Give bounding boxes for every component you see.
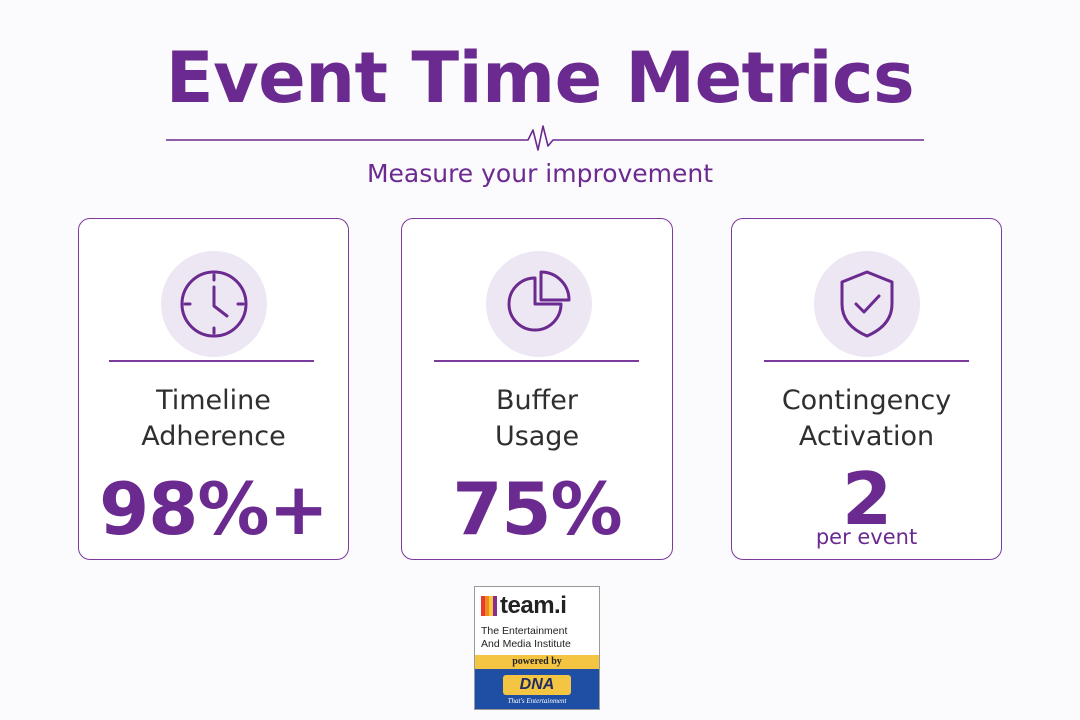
clock-icon <box>161 251 267 357</box>
logo-dna: DNA <box>503 675 571 695</box>
pie-chart-icon <box>486 251 592 357</box>
card-subvalue: per event <box>815 525 918 549</box>
card-value: 2 <box>841 457 892 541</box>
card-label-line2: Activation <box>798 421 935 452</box>
metric-card-contingency-activation: Contingency Activation 2 per event <box>731 218 1002 560</box>
logo-powered-by: powered by <box>475 655 599 669</box>
shield-check-icon <box>814 251 920 357</box>
logo-description: The Entertainment And Media Institute <box>481 625 597 651</box>
card-value: 98%+ <box>99 467 329 551</box>
logo-line2: And Media Institute <box>481 638 571 650</box>
card-label-line2: Usage <box>494 421 580 452</box>
logo-tagline: That's Entertainment <box>507 697 567 705</box>
card-label-line1: Timeline <box>156 385 271 416</box>
color-bars-icon <box>481 596 497 616</box>
logo-line1: The Entertainment <box>481 625 568 637</box>
card-divider <box>434 360 639 362</box>
heartbeat-divider <box>166 125 924 151</box>
metric-card-buffer-usage: Buffer Usage 75% <box>401 218 673 560</box>
page-subtitle: Measure your improvement <box>366 159 714 188</box>
logo-brand: team.i <box>500 592 567 619</box>
card-divider <box>109 360 314 362</box>
card-label-line2: Adherence <box>141 421 286 452</box>
metric-card-timeline-adherence: Timeline Adherence 98%+ <box>78 218 349 560</box>
page-title: Event Time Metrics <box>165 37 915 119</box>
card-label-line1: Contingency <box>781 385 952 416</box>
logo-header: team.i <box>475 587 599 625</box>
card-label-line1: Buffer <box>496 385 578 416</box>
card-value: 75% <box>452 467 622 551</box>
team-i-logo: team.i The Entertainment And Media Insti… <box>474 586 600 710</box>
card-divider <box>764 360 969 362</box>
logo-dna-band: DNA That's Entertainment <box>475 669 599 709</box>
